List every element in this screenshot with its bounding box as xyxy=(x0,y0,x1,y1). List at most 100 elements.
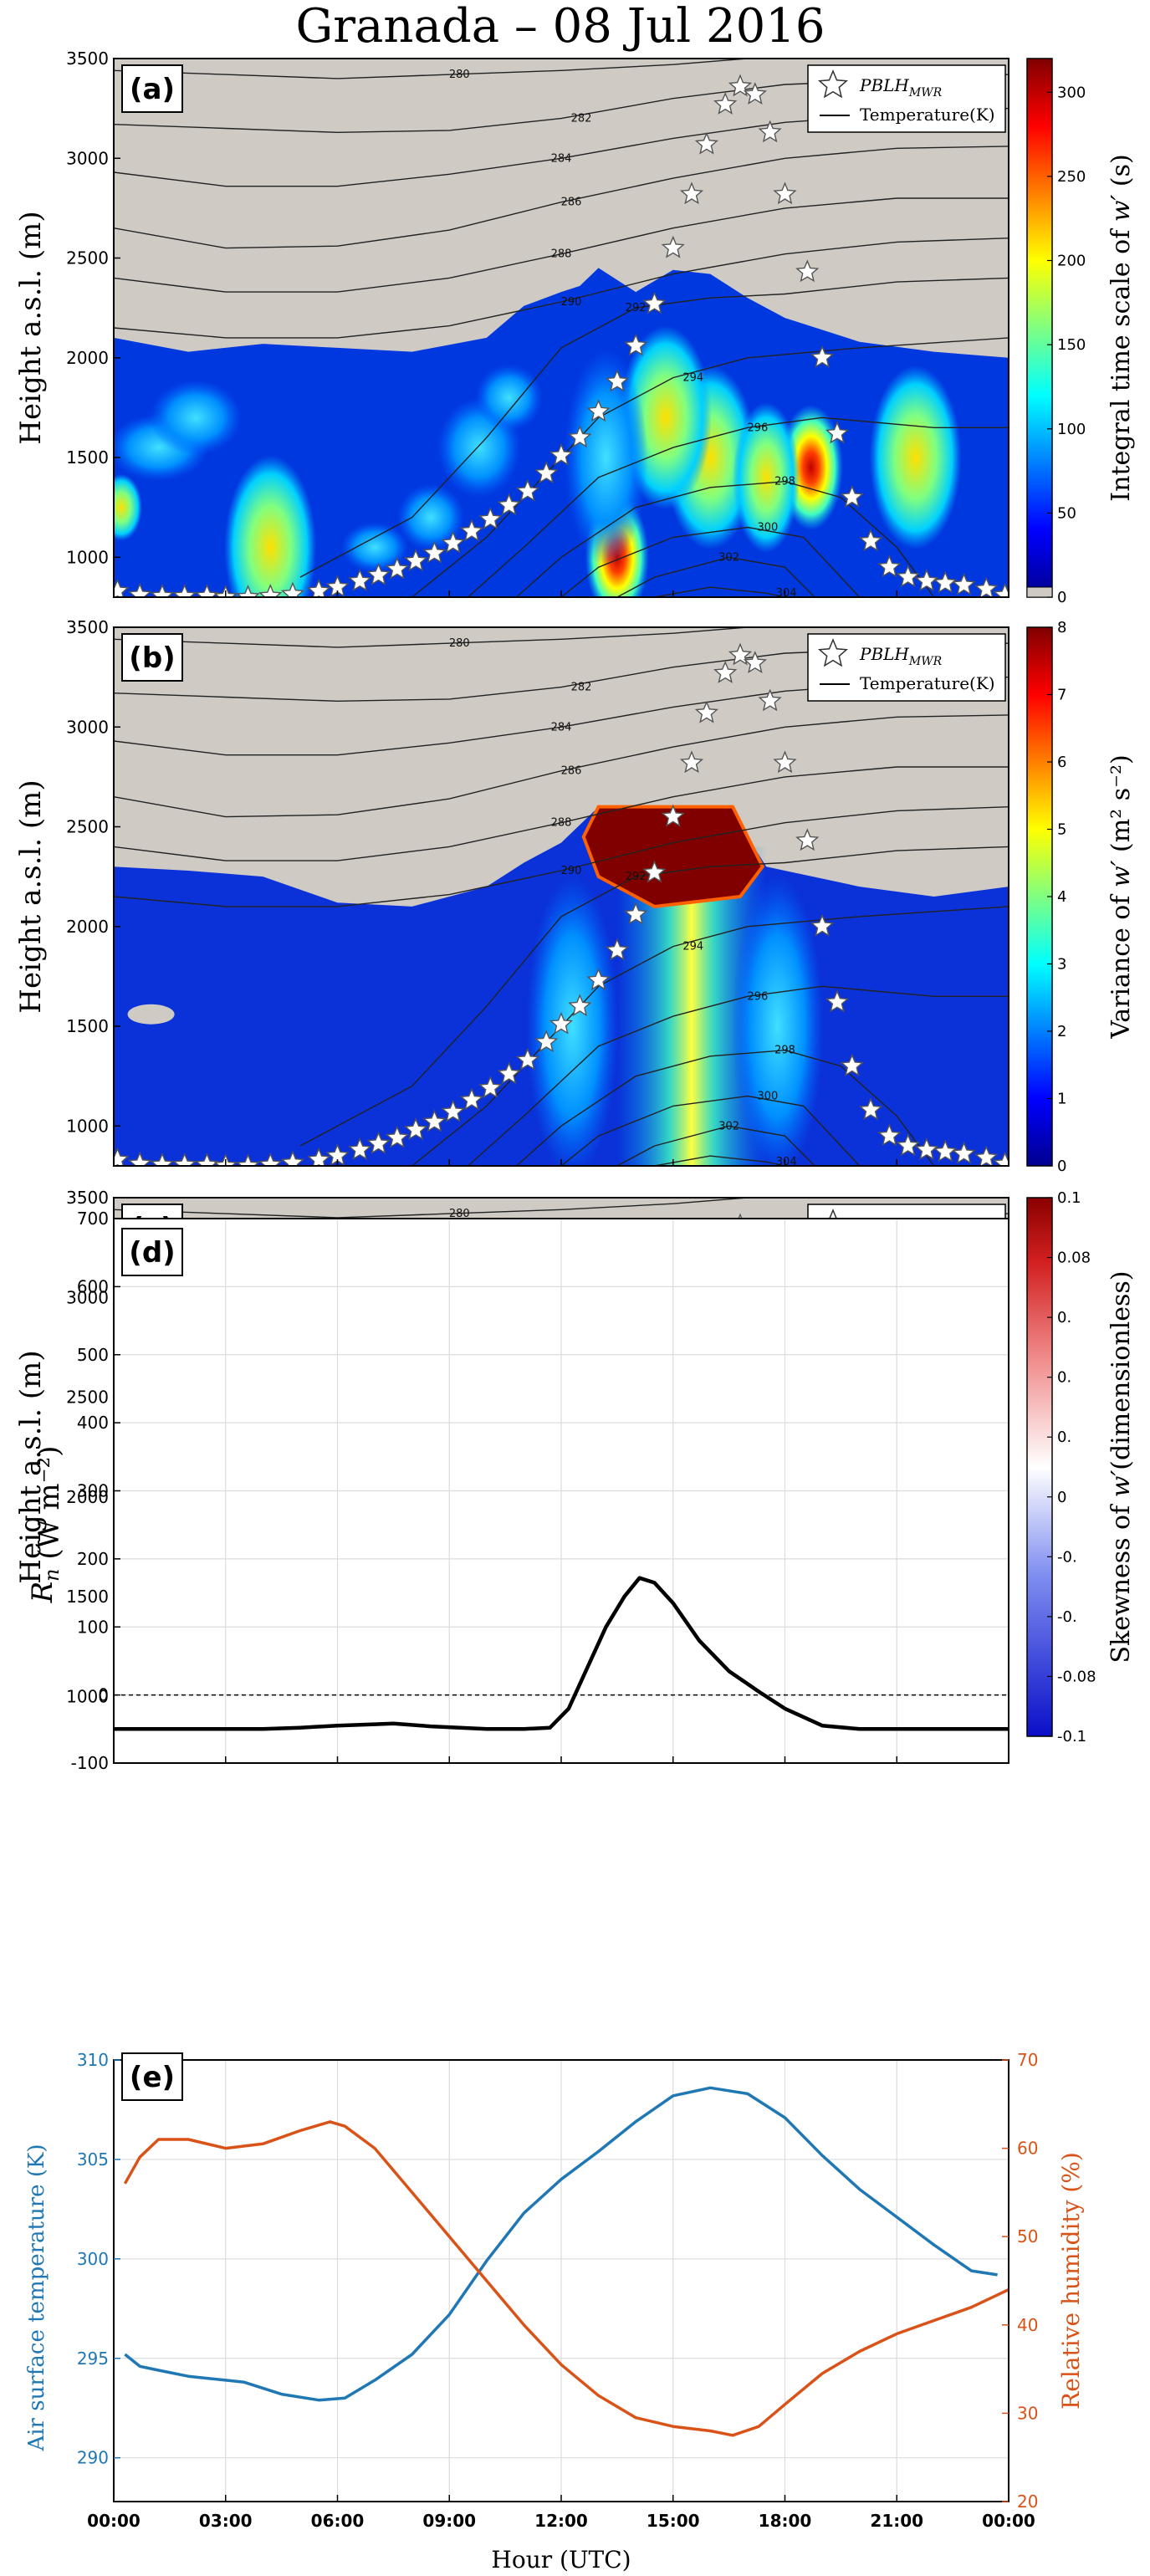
legend-entry-temperature: Temperature(K) xyxy=(860,673,995,693)
pblh-star xyxy=(896,1133,920,1157)
legend-entry-temperature: Temperature(K) xyxy=(860,105,995,125)
colorbar-tick-label: 6 xyxy=(1057,754,1066,771)
isotherm-302 xyxy=(616,556,815,597)
pblh-star xyxy=(877,555,902,578)
colorbar-tick-label: 0.1 xyxy=(1057,1189,1081,1207)
pblh-star xyxy=(128,1151,152,1166)
isotherm-286 xyxy=(114,146,1009,249)
isotherm-302 xyxy=(616,1125,815,1166)
colorbar-label: Integral time scale of w′ (s) xyxy=(1107,154,1136,501)
pblh-star xyxy=(743,82,767,105)
colorbar-nodata-swatch xyxy=(1026,586,1053,598)
y-tick-label: 295 xyxy=(77,2349,109,2369)
y2-axis-label: Relative humidity (%) xyxy=(1057,2152,1085,2410)
panel-label-text: (e) xyxy=(130,2061,175,2094)
panel-label-box xyxy=(121,633,183,682)
high-variance-cap xyxy=(581,805,765,908)
y-tick-label: 300 xyxy=(77,1481,109,1501)
pblh-star xyxy=(877,1123,902,1147)
x-axis-label: Hour (UTC) xyxy=(491,2546,631,2573)
colorbar-tick-label: 0 xyxy=(1057,1158,1066,1175)
legend-box xyxy=(807,64,1006,133)
panel-a: 280 282 284 286 288 290 292 294 296 298 300 302 304 1… xyxy=(14,49,1136,606)
pblh-star xyxy=(993,582,1009,597)
y-tick-label: 1500 xyxy=(66,1016,109,1036)
isotherm-286 xyxy=(114,714,1009,818)
y-tick-label: 290 xyxy=(77,2448,109,2468)
isotherm-290 xyxy=(114,806,1009,907)
colorbar-tick-label: 0 xyxy=(1057,589,1066,606)
hotspot xyxy=(224,455,317,597)
y-tick-label: -100 xyxy=(71,1753,109,1773)
value-blob xyxy=(396,483,464,551)
y-tick-label: 200 xyxy=(77,1549,109,1569)
y-tick-label: 2000 xyxy=(66,348,109,368)
pblh-star xyxy=(743,651,767,673)
colorbar-tick-label: 0. xyxy=(1057,1309,1071,1326)
isotherms: 280 282 284 286 288 290 292 294 296 298 300 302 304 xyxy=(114,59,1009,597)
pblh-star xyxy=(549,442,574,466)
pblh-star xyxy=(974,576,999,597)
panel-label-box xyxy=(121,64,183,113)
colorbar-label: Variance of w′ (m² s⁻²) xyxy=(1107,754,1136,1039)
pblh-star xyxy=(795,259,820,283)
isotherm-label: 302 xyxy=(718,1120,739,1132)
x-tick-label: 21:00 xyxy=(870,2511,923,2531)
y-tick-label: 0 xyxy=(98,1685,109,1705)
air-temperature-line xyxy=(124,2086,998,2402)
x-tick-label: 00:00 xyxy=(87,2511,141,2531)
y-tick-label: 3000 xyxy=(66,1287,109,1307)
pblh-star xyxy=(840,484,864,508)
colorbar-tick-label: 200 xyxy=(1057,253,1086,270)
y-tick-label: 3500 xyxy=(66,1188,109,1208)
x-tick-label: 00:00 xyxy=(982,2511,1035,2531)
pblh-star xyxy=(150,1152,175,1166)
x-tick-label: 18:00 xyxy=(759,2511,812,2531)
value-blob xyxy=(564,349,648,567)
isotherm-label: 288 xyxy=(551,248,572,261)
pblh-star xyxy=(280,581,305,597)
colorbar-label: Skewness of w′(dimensionless) xyxy=(1107,1270,1136,1663)
colorbar-tick-label: -0.1 xyxy=(1057,1728,1086,1745)
pblh-star xyxy=(478,1076,503,1098)
legend: PBLHMWR Temperature(K) xyxy=(807,633,1006,702)
y-tick-label: 1500 xyxy=(66,1587,109,1607)
panel-e: 290 295 300 305 310 20 30 40 50 60 70 00:00 03:00 06:… xyxy=(24,2050,1085,2573)
colorbar-tick-label: 0.08 xyxy=(1057,1250,1091,1267)
pblh-star xyxy=(914,569,939,591)
pblh-star xyxy=(385,1125,409,1148)
colorbar-tick-label: 0. xyxy=(1057,1369,1071,1387)
colorbar-tick-label: 0 xyxy=(1057,1489,1066,1506)
pblh-star xyxy=(534,1030,559,1053)
colorbar-tick-label: -0.08 xyxy=(1057,1668,1096,1685)
panel-label: (d) xyxy=(121,1228,183,1276)
y-axis-label: Air surface temperature (K) xyxy=(24,2144,49,2451)
isotherm-label: 280 xyxy=(449,1208,470,1220)
panel-label: (a) xyxy=(121,64,183,113)
pblh-star xyxy=(348,1137,372,1160)
colorbar: -0.1 -0.08 -0. -0. 0 0. 0. 0. 0.08 0.1 Skewness of… xyxy=(1026,1189,1136,1745)
isotherm-280 xyxy=(114,59,748,79)
value-blob xyxy=(150,380,243,456)
y-tick-label: 2500 xyxy=(66,817,109,837)
pblh-star xyxy=(933,570,958,594)
isotherm-label: 304 xyxy=(776,1156,797,1168)
panel-label-box xyxy=(121,2052,183,2101)
pblh-star xyxy=(728,642,753,666)
panel-label: (e) xyxy=(121,2052,183,2101)
colorbar-tick-label: 50 xyxy=(1057,504,1076,522)
pblh-star xyxy=(858,1097,883,1121)
y-tick-label: 1000 xyxy=(66,1686,109,1706)
pblh-star xyxy=(497,1061,521,1085)
pblh-star xyxy=(795,828,820,851)
pblh-star xyxy=(914,1137,939,1160)
y-tick-label: 305 xyxy=(77,2149,109,2170)
isotherm-298 xyxy=(516,1049,935,1166)
pblh-star xyxy=(441,1099,465,1122)
figure-title: Granada – 08 Jul 2016 xyxy=(296,0,825,54)
colorbar-tick-label: 250 xyxy=(1057,168,1086,186)
panel-label-text: (a) xyxy=(130,73,175,106)
pblh-star xyxy=(624,902,648,925)
pblh-star xyxy=(236,585,260,597)
value-blob xyxy=(733,401,800,553)
